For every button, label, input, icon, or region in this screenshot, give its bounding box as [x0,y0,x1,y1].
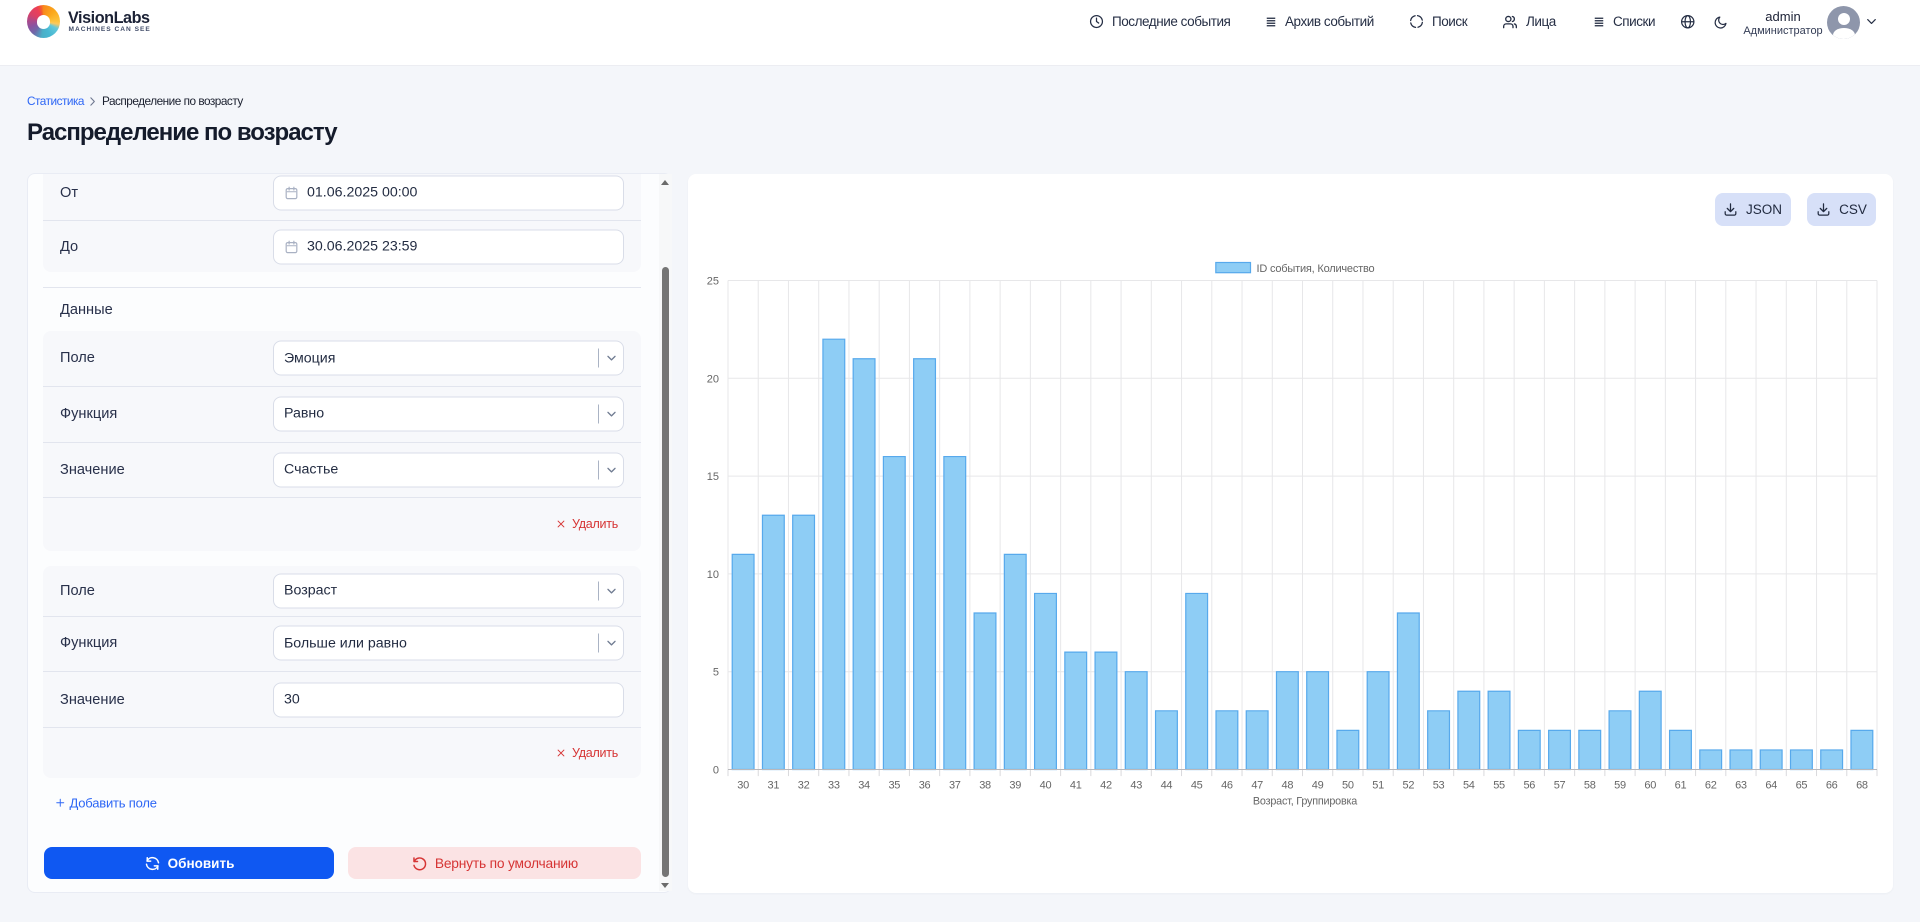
svg-text:34: 34 [858,779,870,791]
svg-text:36: 36 [919,779,931,791]
svg-text:48: 48 [1282,779,1294,791]
svg-text:57: 57 [1554,779,1566,791]
svg-text:40: 40 [1040,779,1052,791]
svg-text:47: 47 [1251,779,1263,791]
svg-text:25: 25 [707,275,719,287]
svg-text:53: 53 [1433,779,1445,791]
svg-text:30: 30 [737,779,749,791]
svg-text:44: 44 [1161,779,1173,791]
svg-text:43: 43 [1130,779,1142,791]
svg-text:35: 35 [888,779,900,791]
svg-text:50: 50 [1342,779,1354,791]
svg-text:37: 37 [949,779,961,791]
svg-text:32: 32 [798,779,810,791]
svg-text:60: 60 [1644,779,1656,791]
svg-text:0: 0 [713,764,719,776]
svg-text:59: 59 [1614,779,1626,791]
svg-text:51: 51 [1372,779,1384,791]
svg-text:54: 54 [1463,779,1475,791]
svg-text:66: 66 [1826,779,1838,791]
svg-text:33: 33 [828,779,840,791]
svg-text:41: 41 [1070,779,1082,791]
svg-text:64: 64 [1765,779,1777,791]
svg-text:52: 52 [1403,779,1415,791]
svg-text:10: 10 [707,568,719,580]
svg-text:63: 63 [1735,779,1747,791]
svg-text:46: 46 [1221,779,1233,791]
svg-text:49: 49 [1312,779,1324,791]
svg-text:45: 45 [1191,779,1203,791]
svg-text:68: 68 [1856,779,1868,791]
svg-text:42: 42 [1100,779,1112,791]
svg-text:55: 55 [1493,779,1505,791]
svg-text:61: 61 [1675,779,1687,791]
svg-text:65: 65 [1796,779,1808,791]
svg-text:31: 31 [768,779,780,791]
svg-text:39: 39 [1009,779,1021,791]
svg-text:62: 62 [1705,779,1717,791]
svg-text:ID события, Количество: ID события, Количество [1257,262,1375,274]
svg-text:56: 56 [1523,779,1535,791]
svg-text:38: 38 [979,779,991,791]
svg-text:Возраст, Группировка: Возраст, Группировка [1253,795,1357,807]
svg-text:20: 20 [707,373,719,385]
svg-text:58: 58 [1584,779,1596,791]
svg-text:5: 5 [713,666,719,678]
svg-text:15: 15 [707,471,719,483]
